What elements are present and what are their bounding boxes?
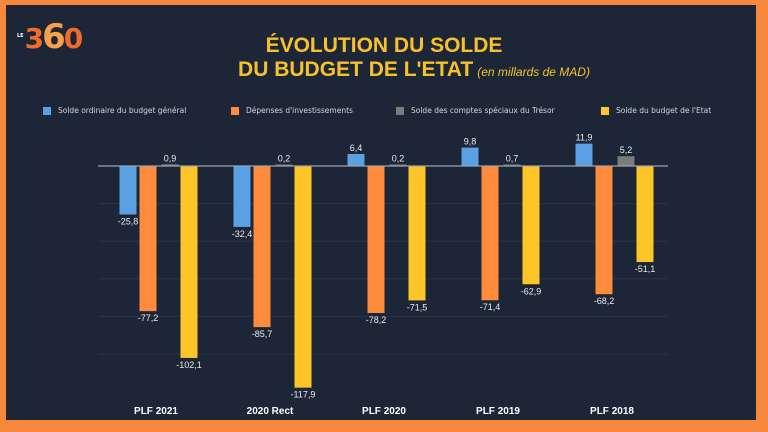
legend-item-solde-budget-etat: Solde du budget de l'Etat <box>601 106 711 115</box>
legend-item-comptes-speciaux: Solde des comptes spéciaux du Trésor <box>396 106 555 115</box>
bar-2-1 <box>275 164 293 166</box>
bar-3-0 <box>180 166 198 358</box>
category-label: PLF 2019 <box>476 406 520 417</box>
data-label: -62,9 <box>521 286 542 296</box>
data-label: -85,7 <box>252 329 273 339</box>
legend-item-solde-ordinaire: Solde ordinaire du budget général <box>43 106 186 115</box>
logo-prefix: LE <box>17 33 24 39</box>
logo-digit-3: 3 <box>24 22 45 55</box>
legend-swatch-gray <box>396 106 404 115</box>
legend-label: Dépenses d'investissements <box>246 106 353 115</box>
legend-item-depenses-investissements: Dépenses d'investissements <box>231 106 353 115</box>
data-label: -102,1 <box>176 360 202 370</box>
data-label: 0,7 <box>506 154 519 164</box>
bar-0-3 <box>461 147 479 166</box>
data-label: -51,1 <box>635 264 656 274</box>
data-label: 0,2 <box>392 154 405 164</box>
legend-label: Solde ordinaire du budget général <box>58 106 187 115</box>
data-label: -117,9 <box>291 390 316 400</box>
data-label: 9,8 <box>464 137 477 147</box>
bar-3-4 <box>636 166 654 263</box>
data-label: -25,8 <box>118 217 139 227</box>
legend-label: Solde des comptes spéciaux du Trésor <box>411 106 555 115</box>
data-label: -78,2 <box>366 315 387 325</box>
chart-title-main: DU BUDGET DE L'ETAT <box>238 58 474 81</box>
bar-2-2 <box>389 164 407 166</box>
bar-1-1 <box>253 166 271 328</box>
logo-digit-0: 0 <box>63 22 84 55</box>
legend: Solde ordinaire du budget général Dépens… <box>0 106 768 120</box>
data-label: 0,9 <box>164 153 177 163</box>
legend-swatch-orange <box>231 106 239 115</box>
logo-digit-6: 6 <box>42 17 66 57</box>
category-label: PLF 2018 <box>590 406 634 417</box>
data-label: -32,4 <box>232 229 253 239</box>
bar-1-2 <box>367 166 385 314</box>
data-label: 0,2 <box>278 154 291 164</box>
bar-2-4 <box>617 156 635 166</box>
data-label: 11,9 <box>576 133 593 143</box>
chart-subtitle: (en millards de MAD) <box>477 65 590 79</box>
bar-1-3 <box>481 166 499 301</box>
category-label: PLF 2020 <box>362 406 406 417</box>
category-label: 2020 Rect <box>247 406 294 417</box>
bar-3-1 <box>294 166 312 388</box>
bar-2-3 <box>503 164 521 166</box>
bar-3-2 <box>408 166 426 301</box>
bar-0-1 <box>233 166 251 227</box>
bar-1-4 <box>595 166 613 295</box>
legend-label: Solde du budget de l'Etat <box>616 106 712 115</box>
data-label: -68,2 <box>594 296 615 306</box>
bar-3-3 <box>522 166 540 285</box>
bar-0-0 <box>119 166 137 215</box>
bar-2-0 <box>161 164 179 166</box>
category-label: PLF 2021 <box>134 406 178 417</box>
le360-logo: LE 360 <box>17 20 84 55</box>
data-label: 6,4 <box>350 143 363 153</box>
legend-swatch-blue <box>43 106 51 115</box>
chart-title-line1: ÉVOLUTION DU SOLDE <box>265 34 503 57</box>
legend-swatch-yellow <box>601 106 609 115</box>
logo-number: 360 <box>24 20 84 55</box>
bar-0-4 <box>575 143 593 166</box>
bar-0-2 <box>347 153 365 166</box>
data-label: 5,2 <box>620 145 633 155</box>
chart-title-line2: DU BUDGET DE L'ETAT (en millards de MAD) <box>30 58 768 82</box>
data-label: -71,4 <box>480 302 501 312</box>
bar-1-0 <box>139 166 157 312</box>
data-label: -71,5 <box>407 302 428 312</box>
data-label: -77,2 <box>138 313 159 323</box>
